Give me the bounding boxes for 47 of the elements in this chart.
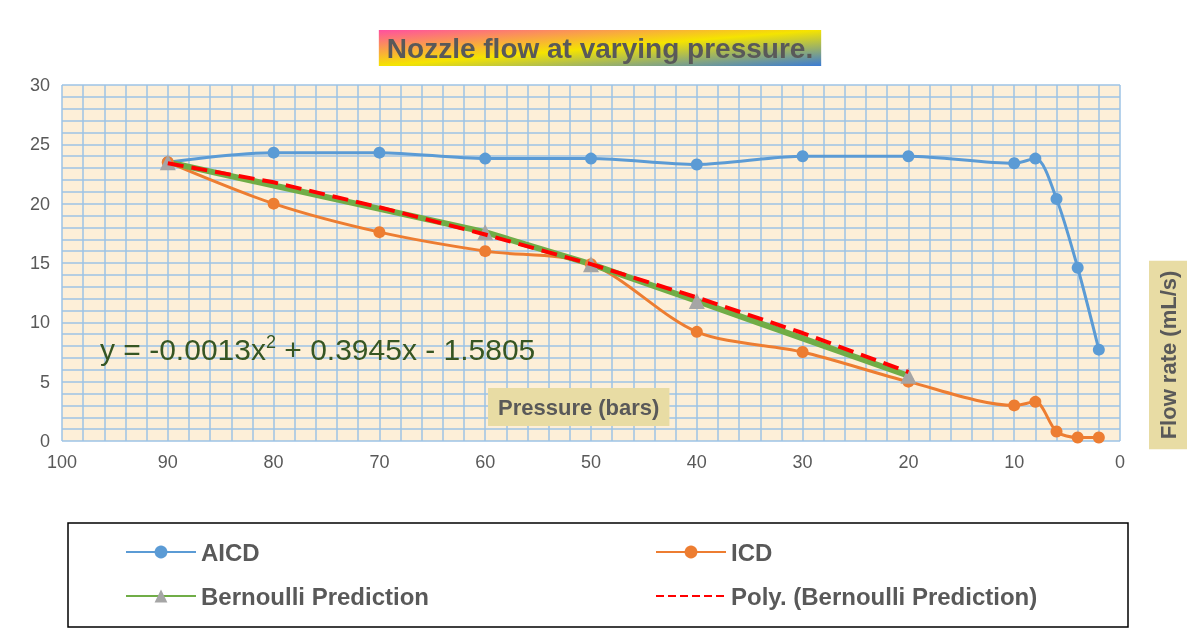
y-tick-label: 25 — [29, 134, 50, 155]
point — [902, 150, 915, 163]
point — [1008, 399, 1021, 412]
point — [267, 146, 280, 159]
y-tick-label: 15 — [29, 253, 50, 273]
point — [479, 152, 492, 165]
point — [373, 226, 386, 239]
legend-label: AICD — [201, 538, 260, 566]
point — [1071, 431, 1084, 444]
point — [267, 197, 280, 210]
point — [796, 346, 809, 358]
x-tick-label: 30 — [792, 452, 813, 472]
y-tick-label: 20 — [29, 193, 50, 214]
point — [1092, 343, 1105, 356]
point — [479, 245, 492, 258]
point — [1029, 152, 1042, 165]
point — [1029, 395, 1042, 408]
y-axis-title: Flow rate (mL/s) — [1155, 270, 1181, 440]
point — [373, 146, 386, 159]
chart-title: Nozzle flow at varying pressure. — [386, 32, 814, 64]
x-tick-label: 40 — [686, 452, 707, 472]
point — [690, 325, 703, 338]
point — [1050, 192, 1063, 205]
point — [585, 152, 597, 165]
x-axis-title: Pressure (bars) — [498, 394, 660, 420]
x-tick-label: 10 — [1004, 452, 1025, 472]
x-tick-label: 70 — [369, 452, 390, 472]
point — [796, 150, 809, 163]
point — [1008, 157, 1021, 170]
x-tick-label: 60 — [475, 452, 496, 472]
legend-label: Poly. (Bernoulli Prediction) — [731, 582, 1038, 610]
x-tick-label: 90 — [157, 452, 178, 472]
y-tick-label: 30 — [29, 75, 50, 95]
legend-label: ICD — [731, 538, 773, 566]
x-tick-label: 0 — [1114, 452, 1126, 472]
y-tick-label: 0 — [39, 431, 50, 451]
point — [1071, 261, 1084, 274]
point — [1050, 425, 1063, 438]
x-tick-label: 100 — [46, 452, 78, 472]
point — [1092, 431, 1105, 444]
y-tick-label: 10 — [29, 312, 50, 333]
point — [690, 158, 703, 171]
x-tick-label: 20 — [898, 452, 919, 472]
y-tick-label: 5 — [39, 371, 50, 392]
x-tick-label: 50 — [580, 452, 602, 472]
legend-label: Bernoulli Prediction — [201, 582, 430, 610]
x-tick-label: 80 — [263, 452, 284, 472]
